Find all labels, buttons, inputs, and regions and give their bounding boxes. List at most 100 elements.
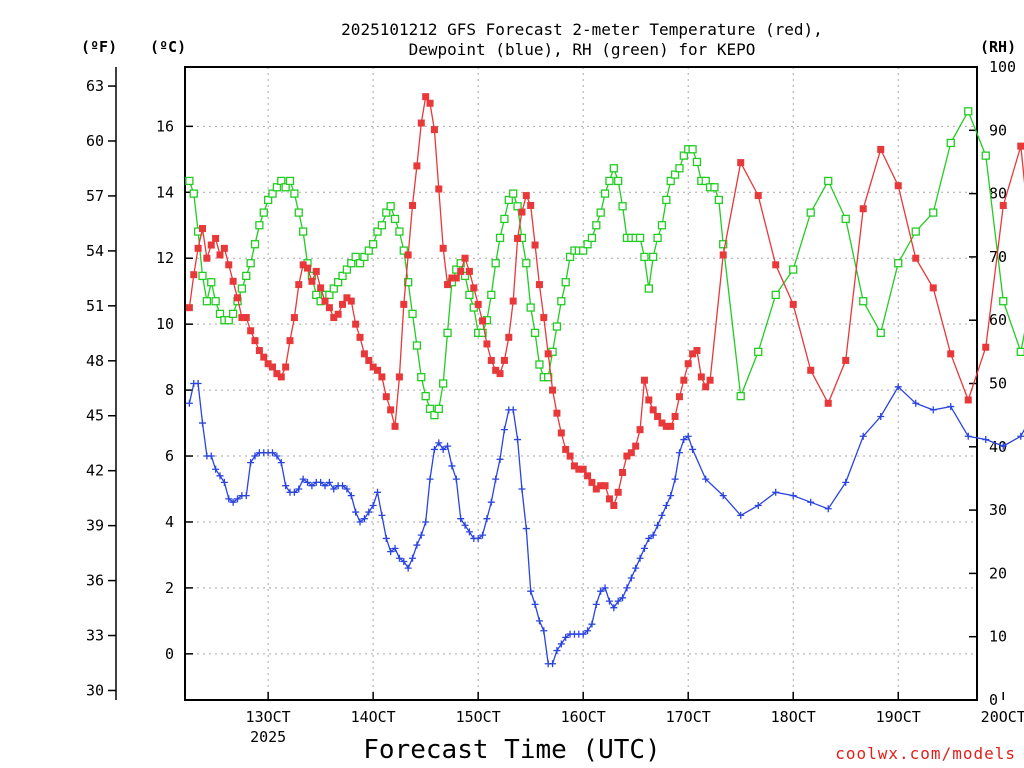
temperature-point bbox=[400, 300, 408, 308]
rh-point bbox=[360, 252, 369, 262]
rh-point bbox=[294, 208, 303, 217]
dewpoint-point bbox=[212, 465, 220, 473]
dewpoint-point bbox=[273, 452, 281, 460]
temperature-point bbox=[194, 244, 202, 252]
dewpoint-point bbox=[457, 515, 465, 523]
rh-point bbox=[364, 246, 373, 255]
temperature-point bbox=[627, 449, 635, 457]
fahrenheit-tick-label: 54 bbox=[86, 242, 104, 260]
dewpoint-point bbox=[518, 485, 526, 493]
dewpoint-point bbox=[194, 380, 202, 387]
dewpoint-point bbox=[247, 459, 255, 467]
temperature-point bbox=[999, 201, 1007, 209]
temperature-point bbox=[640, 376, 648, 384]
dewpoint-point bbox=[299, 475, 307, 483]
time-tick-sublabel: 2025 bbox=[250, 728, 286, 746]
temperature-point bbox=[474, 300, 482, 308]
temperature-point bbox=[365, 356, 373, 364]
rh-point bbox=[552, 322, 562, 331]
rh-point bbox=[215, 309, 225, 319]
rh-point bbox=[806, 208, 815, 217]
fahrenheit-tick-label: 36 bbox=[86, 572, 104, 590]
rh-point bbox=[421, 392, 430, 401]
dewpoint-point bbox=[689, 445, 697, 453]
temperature-point bbox=[461, 254, 469, 262]
dewpoint-point bbox=[636, 554, 644, 562]
temperature-point bbox=[369, 363, 377, 371]
temperature-point bbox=[448, 274, 456, 282]
rh-tick-label: 100 bbox=[989, 58, 1016, 76]
rh-point bbox=[465, 290, 474, 300]
time-axis: 13OCT 2025 14OCT 15OCT 16OCT 17OCT 18OCT 19OCT 2… bbox=[246, 692, 1024, 746]
dewpoint-point bbox=[439, 445, 447, 453]
temperature-point bbox=[601, 482, 609, 490]
time-tick-label: 17OCT bbox=[666, 708, 711, 726]
fahrenheit-tick-label: 30 bbox=[86, 681, 104, 699]
temperature-point bbox=[684, 360, 692, 368]
dewpoint-point bbox=[584, 627, 592, 635]
dewpoint-point bbox=[684, 432, 692, 440]
dewpoint-point bbox=[461, 521, 469, 529]
dewpoint-series bbox=[185, 380, 1024, 668]
dewpoint-point bbox=[562, 633, 570, 641]
rh-point bbox=[487, 290, 496, 300]
temperature-point bbox=[413, 162, 421, 170]
temperature-point bbox=[264, 360, 272, 368]
rh-point bbox=[675, 164, 684, 173]
temperature-point bbox=[859, 205, 867, 213]
rh-point bbox=[579, 246, 588, 255]
temperature-point bbox=[562, 445, 570, 453]
rh-point bbox=[224, 316, 233, 325]
celsius-tick-label: 4 bbox=[165, 513, 174, 531]
rh-point bbox=[369, 240, 378, 249]
rh-point bbox=[701, 176, 710, 186]
rh-point bbox=[338, 271, 347, 281]
rh-point bbox=[894, 259, 903, 268]
temperature-point bbox=[479, 317, 487, 325]
credit-link[interactable]: coolwx.com/models bbox=[835, 744, 1016, 763]
rh-point bbox=[635, 233, 645, 243]
rh-point bbox=[325, 290, 334, 300]
dewpoint-point bbox=[877, 412, 885, 420]
temperature-point bbox=[557, 429, 565, 437]
celsius-tick-label: 8 bbox=[165, 381, 174, 399]
temperature-point bbox=[352, 320, 360, 328]
dewpoint-point bbox=[540, 627, 548, 635]
temperature-point bbox=[619, 469, 627, 477]
dewpoint-point bbox=[321, 482, 329, 490]
dewpoint-point bbox=[225, 495, 233, 503]
dewpoint-point bbox=[553, 647, 561, 655]
rh-point bbox=[666, 176, 675, 186]
temperature-point bbox=[435, 185, 443, 193]
rh-point bbox=[592, 221, 601, 230]
dewpoint-point bbox=[702, 475, 710, 483]
rh-point bbox=[530, 328, 540, 338]
dewpoint-point bbox=[807, 498, 815, 506]
celsius-tick-label: 16 bbox=[156, 117, 174, 135]
dewpoint-point bbox=[824, 505, 832, 513]
dewpoint-point bbox=[452, 475, 460, 483]
dewpoint-point bbox=[623, 584, 631, 592]
rh-series bbox=[185, 107, 1024, 420]
dewpoint-point bbox=[597, 587, 605, 595]
dewpoint-point bbox=[842, 478, 850, 486]
temperature-point bbox=[505, 333, 513, 341]
rh-point bbox=[565, 252, 575, 262]
rh-point bbox=[404, 278, 413, 287]
temperature-point bbox=[549, 386, 557, 394]
dewpoint-point bbox=[601, 584, 609, 592]
dewpoint-point bbox=[645, 534, 653, 542]
dewpoint-point bbox=[514, 436, 522, 444]
temperature-point bbox=[457, 267, 465, 275]
dewpoint-point bbox=[964, 432, 972, 440]
temperature-point bbox=[697, 373, 705, 381]
dewpoint-point bbox=[339, 482, 347, 490]
temperature-point bbox=[395, 373, 403, 381]
temperature-point bbox=[299, 261, 307, 269]
dewpoint-point bbox=[640, 544, 648, 552]
plot-frame bbox=[184, 66, 978, 701]
rh-point bbox=[754, 347, 763, 357]
rh-point bbox=[692, 157, 702, 167]
temperature-point bbox=[286, 337, 294, 345]
chart-title-line-2: Dewpoint (blue), RH (green) for KEPO bbox=[409, 40, 756, 59]
